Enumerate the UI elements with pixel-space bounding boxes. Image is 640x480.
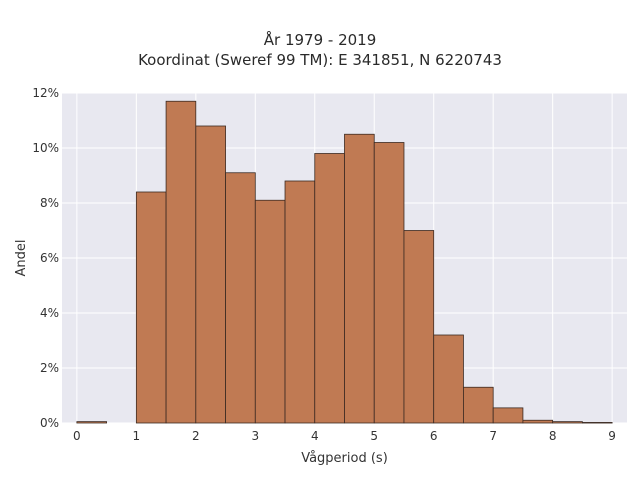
y-tick-label: 6% [40,251,59,265]
x-tick-label: 4 [311,429,319,443]
y-tick-label: 2% [40,361,59,375]
y-tick-label: 10% [32,141,59,155]
bars [76,100,613,424]
y-axis-ticks: 0% 2% 4% 6% 8% 10% 12% [32,86,59,430]
x-tick-label: 3 [251,429,259,443]
histogram-bar [254,199,286,424]
histogram-bar [344,133,375,424]
histogram-bar [433,334,464,424]
y-tick-label: 0% [40,416,59,430]
histogram-bar [463,386,494,424]
histogram-bar [492,407,524,424]
histogram-bar [314,153,345,424]
histogram-bar [165,100,197,424]
x-tick-label: 8 [549,429,557,443]
x-tick-label: 1 [133,429,141,443]
chart-title-line-1: År 1979 - 2019 [263,31,377,49]
x-tick-label: 2 [192,429,200,443]
x-tick-label: 7 [489,429,497,443]
x-tick-label: 9 [608,429,616,443]
x-axis-ticks: 0 1 2 3 4 5 6 7 8 9 [73,429,616,443]
x-axis-label: Vågperiod (s) [301,451,388,466]
histogram-bar [225,172,256,424]
histogram-bar [522,419,554,424]
histogram-bar [403,230,435,424]
histogram-bar [76,421,108,424]
x-tick-label: 6 [430,429,438,443]
y-tick-label: 8% [40,196,59,210]
x-tick-label: 0 [73,429,81,443]
histogram-bar [195,125,226,424]
histogram-bar [373,142,405,424]
chart-title-line-2: Koordinat (Sweref 99 TM): E 341851, N 62… [138,51,502,69]
y-axis-label: Andel [14,240,29,277]
y-tick-label: 4% [40,306,59,320]
y-tick-label: 12% [32,86,59,100]
histogram-bar [552,421,583,424]
x-tick-label: 5 [370,429,378,443]
histogram-bar [284,180,316,424]
histogram-bar [581,422,613,424]
histogram-bar [135,191,167,424]
